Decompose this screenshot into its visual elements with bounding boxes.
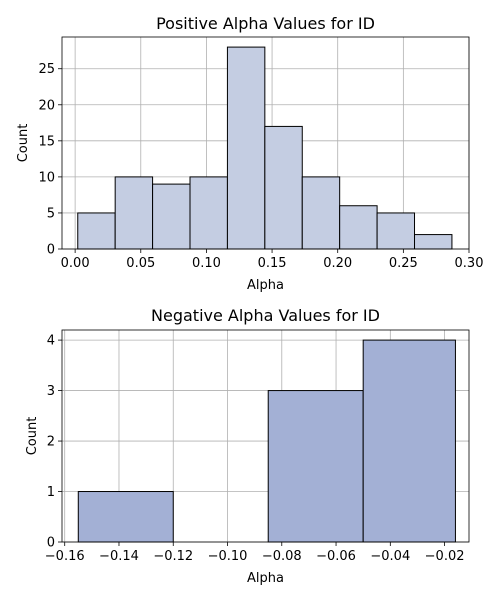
chart-title-positive: Positive Alpha Values for ID xyxy=(156,14,375,33)
axes-frame-negative xyxy=(61,329,470,543)
histogram-bar-positive xyxy=(301,176,341,250)
x-tick-label-positive: 0.30 xyxy=(455,256,484,271)
y-tick-label-negative: 2 xyxy=(47,435,55,450)
histogram-bar-positive xyxy=(114,176,154,250)
histogram-bar-negative xyxy=(362,339,456,543)
x-tick-label-positive: 0.15 xyxy=(258,256,287,271)
histogram-bar-positive xyxy=(414,234,453,250)
y-tick-label-negative: 3 xyxy=(47,384,55,399)
y-tick-label-positive: 0 xyxy=(47,243,55,258)
histogram-bar-negative xyxy=(267,390,364,543)
y-tick-label-positive: 5 xyxy=(47,206,55,221)
histogram-bar-positive xyxy=(264,125,303,250)
histogram-bar-positive xyxy=(77,212,116,250)
y-tick-label-positive: 15 xyxy=(38,134,55,149)
y-tick-label-positive: 25 xyxy=(38,62,55,77)
x-tick-label-positive: 0.10 xyxy=(192,256,221,271)
x-tick-label-negative: −0.04 xyxy=(370,549,410,564)
x-axis-label-negative: Alpha xyxy=(247,571,284,586)
histogram-bar-positive xyxy=(152,183,191,250)
x-tick-label-positive: 0.05 xyxy=(126,256,155,271)
y-tick-label-negative: 4 xyxy=(47,334,55,349)
plot-positive: 0.00 0.05 0.10 0.15 0.20 0.25 0.30 0 5 10 15 20 25 xyxy=(38,36,484,271)
x-tick-label-positive: 0.20 xyxy=(323,256,352,271)
x-tick-label-negative: −0.14 xyxy=(99,549,139,564)
y-tick-label-negative: 1 xyxy=(47,485,55,500)
histogram-bar-positive xyxy=(226,46,266,250)
chart-title-negative: Negative Alpha Values for ID xyxy=(151,306,380,325)
x-tick-label-positive: 0.00 xyxy=(61,256,90,271)
y-axis-label-positive: Count xyxy=(16,124,31,163)
x-tick-label-negative: −0.16 xyxy=(45,549,85,564)
x-tick-label-negative: −0.02 xyxy=(425,549,465,564)
x-tick-label-negative: −0.08 xyxy=(262,549,302,564)
histogram-bar-positive xyxy=(339,205,378,250)
y-tick-label-negative: 0 xyxy=(47,536,55,551)
histogram-bar-positive xyxy=(376,212,416,250)
x-tick-label-negative: −0.12 xyxy=(153,549,193,564)
axes-frame-positive xyxy=(61,36,470,250)
y-axis-label-negative: Count xyxy=(25,417,40,456)
x-tick-label-negative: −0.06 xyxy=(316,549,356,564)
plot-negative: −0.16 −0.14 −0.12 −0.10 −0.08 −0.06 −0.04 −0.02… xyxy=(45,329,470,564)
x-axis-label-positive: Alpha xyxy=(247,278,284,293)
histogram-bar-negative xyxy=(77,491,174,543)
histogram-bar-positive xyxy=(189,176,228,250)
x-tick-label-negative: −0.10 xyxy=(208,549,248,564)
x-tick-label-positive: 0.25 xyxy=(389,256,418,271)
y-tick-label-positive: 20 xyxy=(38,98,55,113)
y-tick-label-positive: 10 xyxy=(38,170,55,185)
